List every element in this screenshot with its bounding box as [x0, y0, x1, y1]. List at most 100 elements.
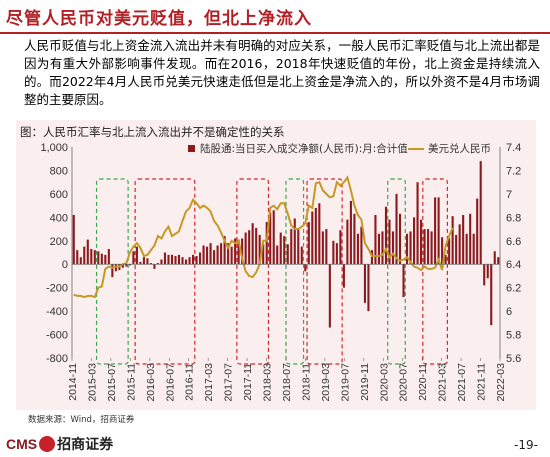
bar: [174, 256, 177, 265]
bar: [83, 246, 86, 265]
bar: [125, 264, 128, 267]
bar: [177, 254, 181, 265]
bar: [188, 257, 191, 265]
x-tick-label: 2021-07: [456, 363, 468, 402]
bar: [307, 222, 310, 265]
bar: [304, 264, 307, 272]
bar: [293, 218, 296, 265]
bar: [121, 264, 124, 268]
line-series-usdcny: [73, 175, 454, 299]
x-tick-label: 2020-07: [398, 363, 410, 402]
highlight-box-2: [236, 178, 270, 365]
title-divider: [0, 32, 550, 34]
bar: [381, 231, 384, 265]
legend-bar-label: 陆股通:当日买入成交净额(人民币):月:合计值: [200, 142, 408, 155]
x-tick-label: 2021-11: [476, 363, 488, 401]
axis-layer: -800 -600 -400 -200 0 200 400 600 800 1,000 5.6 5.8…: [40, 142, 521, 402]
y-right-tick-label: 6.8: [506, 212, 521, 224]
chart-title: 图：人民币汇率与北上流入流出并不是确定性的关系: [20, 125, 285, 139]
bar: [163, 252, 167, 265]
bar: [227, 243, 230, 265]
bar: [311, 211, 314, 265]
bar: [223, 236, 226, 265]
bar: [258, 234, 261, 265]
bar: [202, 245, 205, 265]
y-right-tick-label: 7.4: [506, 142, 521, 154]
bar: [416, 182, 419, 265]
x-tick-label: 2018-11: [300, 363, 312, 401]
bar: [181, 257, 184, 265]
bar: [342, 264, 345, 288]
bar: [191, 254, 195, 265]
x-tick-label: 2017-07: [223, 363, 235, 402]
bar: [290, 229, 293, 265]
bar: [356, 233, 359, 265]
bar: [79, 257, 82, 265]
bar: [132, 251, 135, 265]
bar: [479, 161, 482, 265]
x-tick-label: 2022-03: [495, 363, 507, 402]
bar: [335, 243, 338, 265]
bar: [128, 264, 131, 266]
bar: [167, 254, 170, 265]
body-paragraph: 人民币贬值与北上资金流入流出并未有明确的对应关系，一般人民币汇率贬值与北上流出都…: [24, 38, 540, 107]
bar: [216, 245, 219, 265]
x-tick-label: 2016-03: [145, 363, 157, 402]
y-right-tick-label: 7.2: [506, 165, 521, 177]
bar: [272, 210, 275, 265]
bar: [395, 193, 398, 265]
highlight-box-4: [306, 178, 343, 365]
y-right-tick-label: 6.6: [506, 236, 521, 248]
x-tick-label: 2018-07: [281, 363, 293, 402]
y-left-tick-label: -400: [46, 306, 68, 318]
bar: [427, 229, 430, 265]
bar: [265, 222, 268, 265]
bar: [367, 264, 370, 312]
bar: [462, 214, 465, 265]
bar: [423, 229, 426, 265]
y-right-tick-label: 6.2: [506, 283, 521, 295]
bar: [76, 250, 79, 265]
bar: [486, 264, 489, 279]
bar: [297, 229, 300, 265]
bar: [269, 212, 272, 265]
x-tick-label: 2017-03: [203, 363, 215, 402]
x-tick-label: 2016-07: [164, 363, 176, 402]
bar: [360, 226, 363, 265]
x-tick-label: 2014-11: [67, 363, 79, 401]
x-tick-label: 2019-11: [359, 363, 371, 401]
bar: [156, 263, 160, 265]
bar: [241, 238, 244, 265]
bar: [374, 214, 377, 265]
bar: [153, 264, 156, 269]
bar: [314, 207, 317, 265]
bar: [412, 217, 416, 265]
bar: [244, 232, 247, 265]
legend-bar-swatch: [188, 145, 195, 152]
bar: [458, 224, 461, 265]
bar: [448, 238, 451, 265]
bar: [346, 219, 349, 265]
bar: [465, 233, 468, 265]
y-left-tick-label: 0: [62, 259, 68, 271]
bar: [100, 253, 103, 265]
highlight-box-0: [95, 178, 129, 365]
legend-layer: 陆股通:当日买入成交净额(人民币):月:合计值 美元兑人民币: [188, 142, 491, 155]
bar: [206, 246, 209, 265]
x-tick-label: 2015-03: [86, 363, 98, 402]
bar: [114, 264, 117, 272]
source-note: 数据来源：Wind，招商证券: [28, 415, 135, 425]
chart-background: [16, 120, 536, 410]
x-tick-label: 2019-03: [320, 363, 332, 402]
bar: [434, 197, 437, 265]
y-left-tick-label: -800: [46, 353, 68, 365]
bar: [248, 230, 251, 265]
bar: [276, 245, 279, 265]
x-tick-label: 2015-07: [106, 363, 118, 402]
bar: [160, 259, 163, 265]
bar: [146, 258, 149, 265]
bar: [220, 243, 223, 265]
bar: [455, 234, 458, 265]
y-right-tick-label: 5.6: [506, 353, 521, 365]
bars-layer: [72, 161, 500, 328]
